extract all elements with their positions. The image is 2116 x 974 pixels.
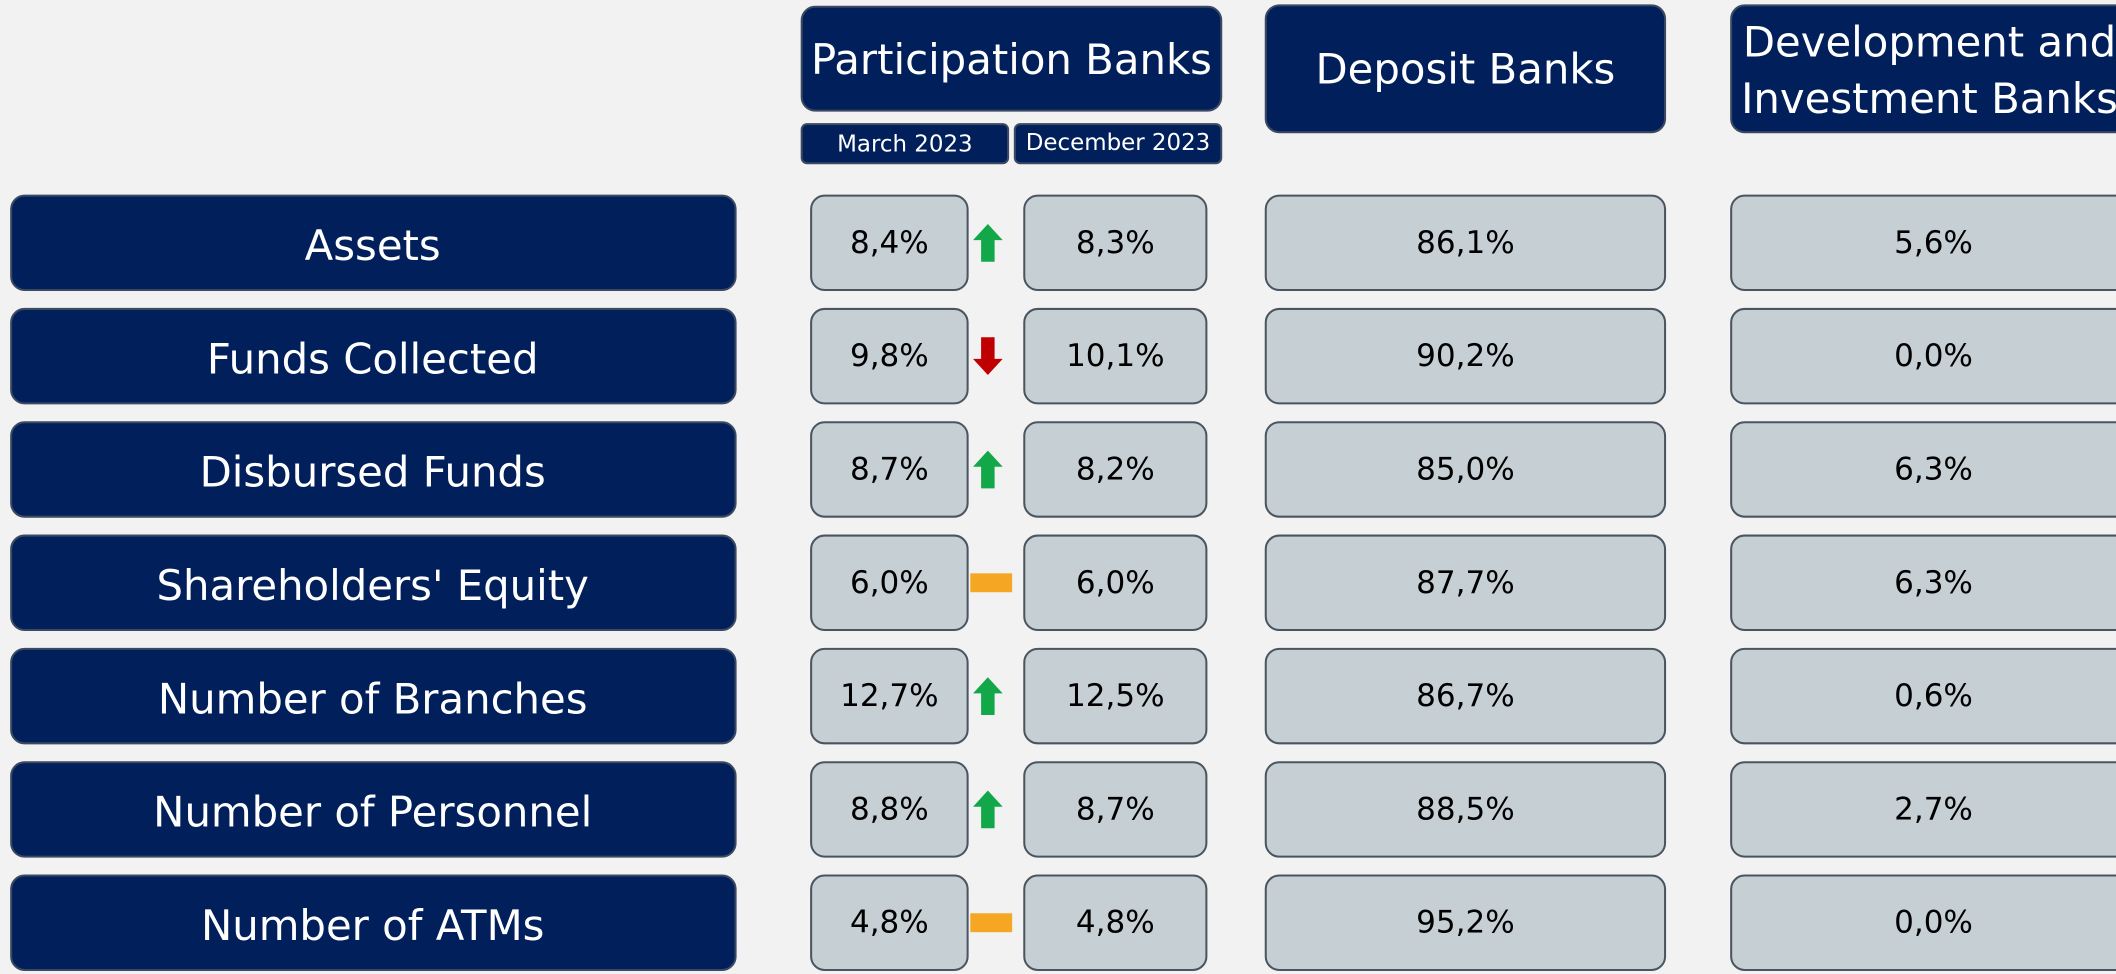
value: 8,8% xyxy=(850,791,929,827)
value-cell xyxy=(1264,307,1667,405)
row-label: Number of ATMs xyxy=(201,901,544,950)
value-cell xyxy=(810,647,969,745)
value-cell xyxy=(1730,194,2116,292)
value: 8,7% xyxy=(850,451,929,487)
value: 8,3% xyxy=(1076,225,1155,261)
value: 87,7% xyxy=(1416,565,1515,601)
value: 2,7% xyxy=(1894,791,1973,827)
value: 95,2% xyxy=(1416,905,1515,941)
value-cell xyxy=(1264,194,1667,292)
value-cell xyxy=(1730,421,2116,518)
header-box xyxy=(1730,4,2116,134)
row-label: Number of Branches xyxy=(158,674,588,723)
value-cell xyxy=(1264,534,1667,632)
header: Participation Banks xyxy=(811,35,1212,84)
value: 85,0% xyxy=(1416,451,1515,487)
value: 6,3% xyxy=(1894,451,1973,487)
value: 5,6% xyxy=(1894,225,1973,261)
value-cell xyxy=(810,874,969,971)
row-label-box xyxy=(10,421,737,518)
row-label-box xyxy=(10,307,737,405)
value-cell xyxy=(810,534,969,632)
value-cell xyxy=(1264,421,1667,518)
arrow-up xyxy=(973,450,1003,489)
value-cell xyxy=(810,761,969,858)
subheader-box xyxy=(800,123,1010,165)
value-cell xyxy=(1023,874,1208,971)
value: 4,8% xyxy=(1076,905,1155,941)
value: 86,7% xyxy=(1416,678,1515,714)
value-cell xyxy=(1023,534,1208,632)
value: 4,8% xyxy=(850,905,929,941)
row-label-box xyxy=(10,534,737,632)
arrow-up xyxy=(973,790,1003,829)
row-label: Disbursed Funds xyxy=(200,448,546,497)
header-box xyxy=(800,5,1223,112)
value: 12,7% xyxy=(840,678,939,714)
value-cell xyxy=(1730,647,2116,745)
value: 8,4% xyxy=(850,225,929,261)
value-cell xyxy=(1730,874,2116,971)
arrow-up xyxy=(973,677,1003,715)
value: 86,1% xyxy=(1416,225,1515,261)
arrow-down xyxy=(973,337,1003,376)
header-box xyxy=(1264,4,1667,134)
value: 6,0% xyxy=(850,565,929,601)
value-cell xyxy=(810,307,969,405)
row-label-box xyxy=(10,647,737,745)
header: Deposit Banks xyxy=(1315,44,1615,93)
row-label: Number of Personnel xyxy=(153,788,592,837)
value: 9,8% xyxy=(850,338,929,374)
value-cell xyxy=(810,194,969,292)
value: 8,2% xyxy=(1076,451,1155,487)
value: 6,0% xyxy=(1076,565,1155,601)
value-cell xyxy=(810,421,969,518)
value-cell xyxy=(1264,874,1667,971)
value: 8,7% xyxy=(1076,791,1155,827)
value-cell xyxy=(1023,761,1208,858)
value: 10,1% xyxy=(1066,338,1165,374)
value: 0,6% xyxy=(1894,678,1973,714)
row-label: Funds Collected xyxy=(207,334,539,383)
value: 12,5% xyxy=(1066,678,1165,714)
row-label-box xyxy=(10,194,737,292)
rows: Assets 8,4% 8,3% 86,1% 5,6% Funds Collected 9,… xyxy=(10,194,2116,971)
arrow-up xyxy=(973,223,1003,262)
header: Investment Banks xyxy=(1741,74,2116,123)
value-cell xyxy=(1264,647,1667,745)
value-cell xyxy=(1730,307,2116,405)
subheader: March 2023 xyxy=(837,131,973,157)
value-cell xyxy=(1730,534,2116,632)
subheader: December 2023 xyxy=(1026,130,1210,156)
value-cell xyxy=(1023,421,1208,518)
value: 0,0% xyxy=(1894,338,1973,374)
value: 90,2% xyxy=(1416,338,1515,374)
value-cell xyxy=(1023,307,1208,405)
flat-mark xyxy=(970,573,1013,593)
value-cell xyxy=(1264,761,1667,858)
subheader-box xyxy=(1013,123,1223,165)
row-label: Assets xyxy=(305,221,441,270)
value: 6,3% xyxy=(1894,565,1973,601)
value-cell xyxy=(1023,647,1208,745)
flat-mark xyxy=(970,913,1013,933)
header: Development and xyxy=(1743,17,2116,66)
row-label-box xyxy=(10,874,737,971)
value: 88,5% xyxy=(1416,791,1515,827)
value-cell xyxy=(1023,194,1208,292)
row-label: Shareholders' Equity xyxy=(156,561,588,610)
value: 0,0% xyxy=(1894,905,1973,941)
row-label-box xyxy=(10,761,737,858)
value-cell xyxy=(1730,761,2116,858)
